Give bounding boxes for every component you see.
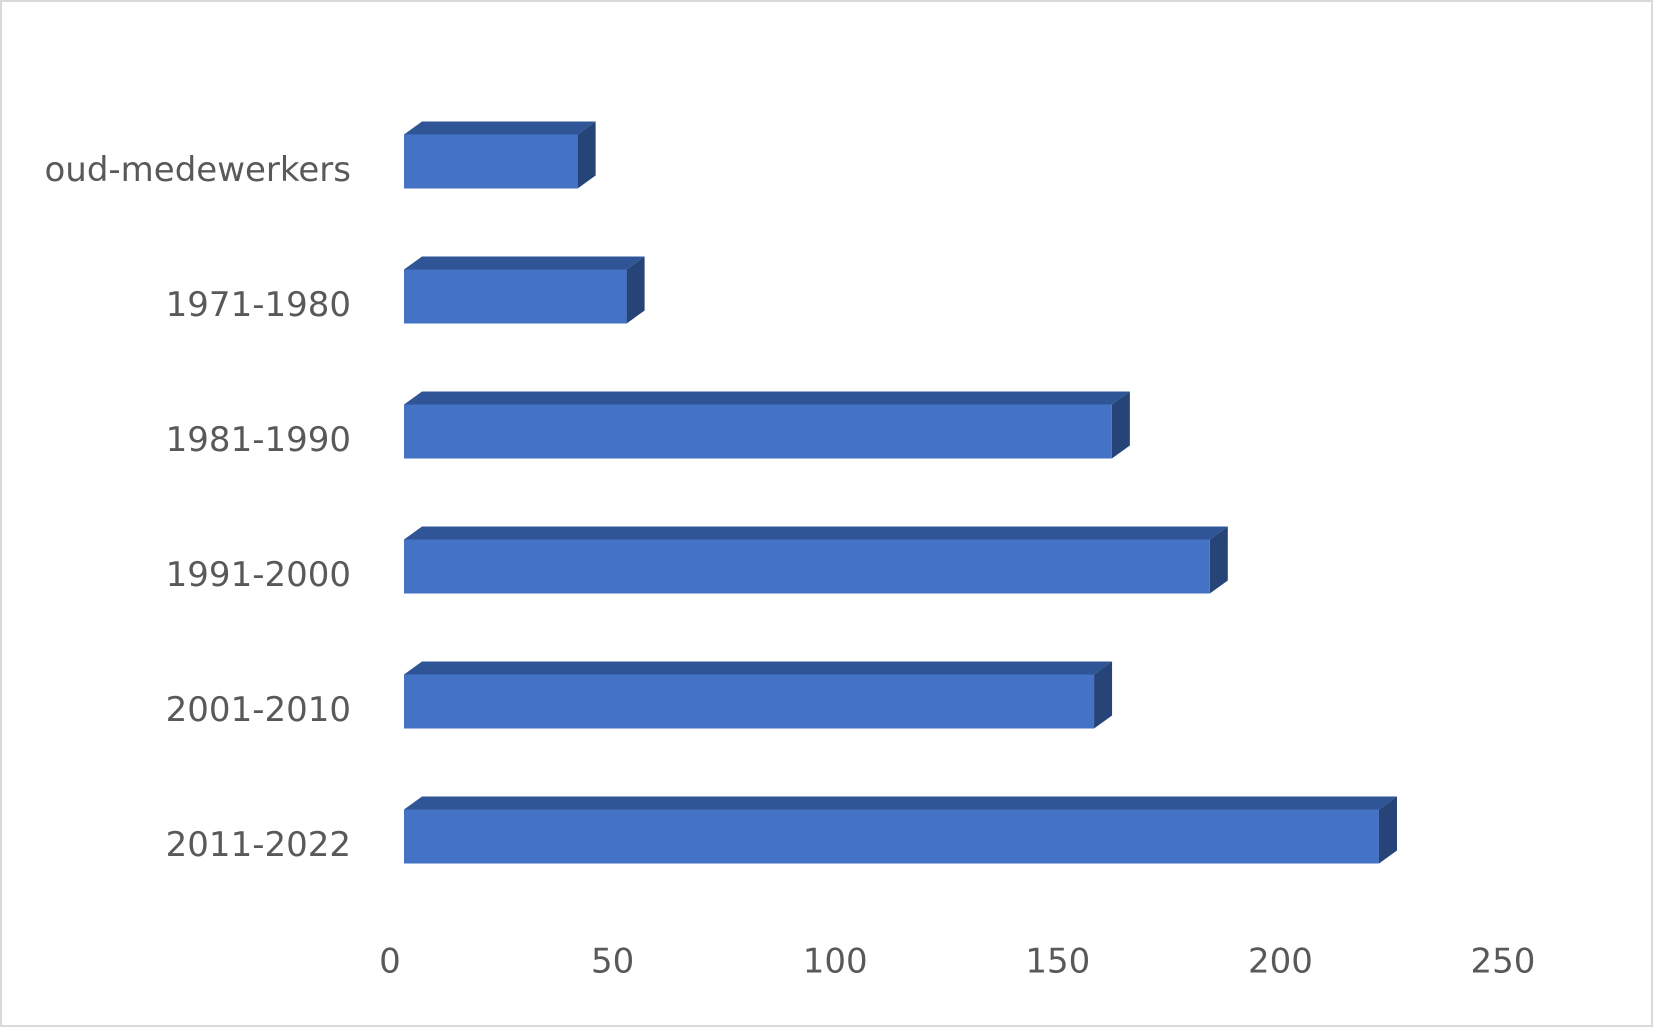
x-tick-label: 150	[1025, 942, 1090, 982]
bar-top	[404, 391, 1130, 405]
bar-top	[404, 121, 596, 135]
bar-top	[404, 661, 1113, 675]
bar	[404, 539, 1210, 594]
x-tick-label: 0	[379, 942, 401, 982]
bar-top	[404, 796, 1397, 810]
x-tick-label: 200	[1248, 942, 1313, 982]
y-tick-label: 1971-1980	[166, 285, 351, 325]
y-tick-label: 1981-1990	[166, 420, 351, 460]
bar-side	[577, 121, 596, 189]
bar	[404, 809, 1379, 864]
y-tick-label: 1991-2000	[166, 555, 351, 595]
bar	[404, 404, 1112, 459]
bar-side	[1209, 526, 1228, 594]
y-tick-label: oud-medewerkers	[44, 150, 351, 190]
bar-side	[626, 256, 645, 324]
y-tick-label: 2011-2022	[166, 825, 351, 865]
bar-side	[1111, 391, 1130, 459]
bar	[404, 269, 627, 324]
bar-side	[1378, 796, 1397, 864]
x-tick-label: 100	[803, 942, 868, 982]
bar	[404, 674, 1095, 729]
y-tick-label: 2001-2010	[166, 690, 351, 730]
bar-side	[1094, 661, 1113, 729]
bar	[404, 134, 578, 189]
x-tick-label: 250	[1471, 942, 1536, 982]
bar-top	[404, 526, 1228, 540]
x-tick-label: 50	[591, 942, 634, 982]
bar-top	[404, 256, 645, 270]
